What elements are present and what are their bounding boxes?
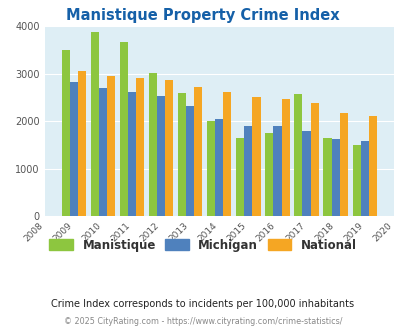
Bar [119,42,128,216]
Bar [323,138,331,216]
Bar [165,80,173,216]
Bar [98,88,107,216]
Text: Crime Index corresponds to incidents per 100,000 inhabitants: Crime Index corresponds to incidents per… [51,299,354,309]
Bar [244,126,252,216]
Bar [368,116,376,216]
Bar [264,133,273,216]
Bar [128,92,136,216]
Bar [207,121,215,216]
Bar [223,92,231,216]
Bar [252,97,260,216]
Bar [339,113,347,216]
Bar [310,103,318,216]
Text: © 2025 CityRating.com - https://www.cityrating.com/crime-statistics/: © 2025 CityRating.com - https://www.city… [64,317,341,326]
Bar [281,99,289,216]
Bar [70,82,78,216]
Bar [157,96,165,216]
Bar [273,125,281,216]
Bar [194,87,202,216]
Bar [302,131,310,216]
Bar [294,94,302,216]
Bar [107,76,115,216]
Bar [185,106,194,216]
Text: Manistique Property Crime Index: Manistique Property Crime Index [66,8,339,23]
Bar [236,138,244,216]
Bar [331,139,339,216]
Bar [90,32,98,216]
Bar [215,119,223,216]
Bar [78,72,86,216]
Bar [149,73,157,216]
Bar [136,78,144,216]
Legend: Manistique, Michigan, National: Manistique, Michigan, National [45,234,360,256]
Bar [62,50,70,216]
Bar [352,145,360,216]
Bar [177,93,185,216]
Bar [360,141,368,216]
